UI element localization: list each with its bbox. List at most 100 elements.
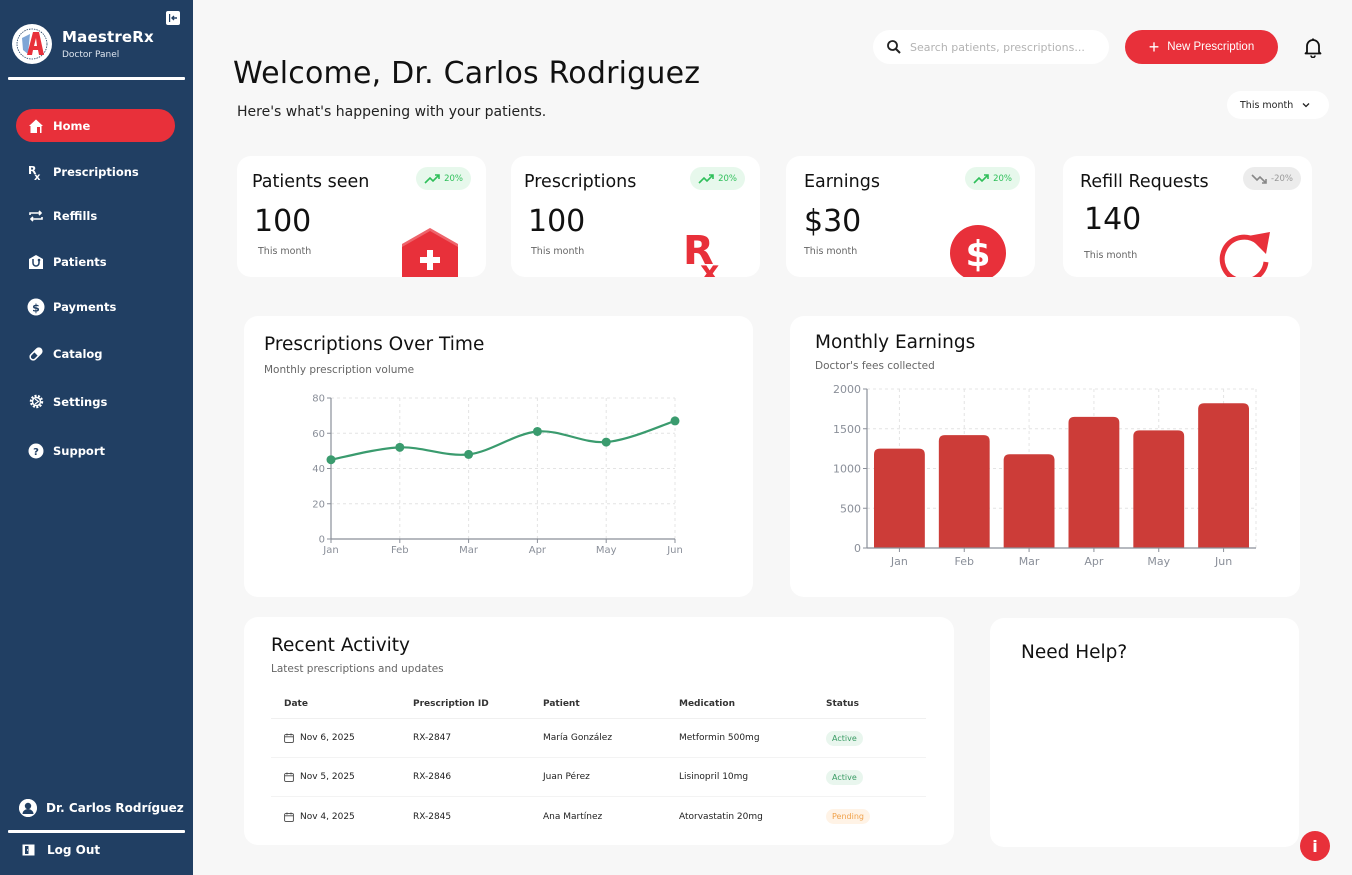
sidebar-item-label: Prescriptions [53,164,139,179]
svg-text:Jan: Jan [890,555,908,568]
new-prescription-button[interactable]: + New Prescription [1125,30,1278,64]
svg-text:Apr: Apr [529,545,547,556]
svg-text:Jan: Jan [322,545,338,556]
logout-button[interactable]: Log Out [22,843,100,857]
table-row[interactable]: Nov 5, 2025 RX-2846 Juan Pérez Lisinopri… [271,758,926,797]
stat-card-patients: Patients seen 20% 100 This month [237,156,486,277]
table-row[interactable]: Nov 4, 2025 RX-2845 Ana Martínez Atorvas… [271,797,926,836]
stat-subtitle: This month [804,246,858,257]
user-name: Dr. Carlos Rodríguez [46,801,184,815]
trend-up-icon [698,173,714,184]
help-card: Need Help? [990,618,1299,847]
search-bar[interactable] [873,30,1109,64]
home-icon [27,117,45,135]
collapse-sidebar-button[interactable] [166,11,180,25]
row-medication: Metformin 500mg [679,733,760,743]
sidebar-item-home[interactable]: Home [16,109,175,142]
avatar-icon [19,799,37,817]
line-chart[interactable]: 0 20 40 60 80 Jan Feb Mar Apr May Jun [244,316,753,597]
svg-text:$: $ [965,234,990,275]
stat-title: Patients seen [252,172,370,192]
column-header-status[interactable]: Status [826,699,859,709]
svg-text:May: May [1147,555,1170,568]
bar-chart[interactable]: 0 500 1000 1500 2000 Jan Feb Mar Apr May Jun [790,316,1300,597]
svg-text:0: 0 [854,542,861,555]
search-icon [887,40,901,54]
logout-icon [22,844,35,856]
svg-text:1000: 1000 [833,463,861,476]
svg-text:500: 500 [840,502,861,515]
stat-subtitle: This month [531,246,585,257]
sidebar-item-label: Patients [53,254,107,269]
clinic-icon [402,228,458,277]
sidebar-item-support[interactable]: ? Support [16,434,175,467]
stat-title: Earnings [804,172,880,192]
stat-value: 100 [254,204,312,239]
stat-card-earnings: Earnings 20% $30 This month $ [786,156,1035,277]
sidebar-item-label: Catalog [53,346,103,361]
status-badge: Active [826,769,863,785]
sidebar-item-payments[interactable]: $ Payments [16,290,175,323]
row-date: Nov 6, 2025 [300,733,355,743]
info-button[interactable]: i [1300,831,1330,861]
column-header-medication[interactable]: Medication [679,699,735,709]
svg-text:Jun: Jun [666,545,683,556]
column-header-date[interactable]: Date [284,699,308,709]
row-patient: Ana Martínez [543,811,603,822]
brand[interactable]: MaestreRx Doctor Panel [12,24,154,64]
search-input[interactable] [910,40,1100,54]
user-profile[interactable]: Dr. Carlos Rodríguez [19,799,184,817]
calendar-icon [284,733,294,743]
row-id: RX-2846 [413,772,452,782]
divider [8,830,185,833]
stat-subtitle: This month [1084,250,1138,261]
sidebar-item-catalog[interactable]: Catalog [16,337,175,370]
sidebar-item-patients[interactable]: Patients [16,245,175,278]
pill-icon [27,345,45,363]
stat-card-refills: Refill Requests -20% 140 This month [1063,156,1312,277]
column-header-id[interactable]: Prescription ID [413,699,489,709]
svg-text:Feb: Feb [391,545,409,556]
earnings-chart-card: Monthly Earnings Doctor's fees collected… [790,316,1300,597]
chart-subtitle: Monthly prescription volume [264,364,415,376]
stat-title: Refill Requests [1080,172,1209,192]
period-dropdown[interactable]: This month [1227,91,1329,119]
notifications-button[interactable] [1302,36,1324,59]
svg-text:$: $ [32,301,40,314]
rx-icon: Rx [683,228,719,277]
row-id: RX-2847 [413,733,452,743]
divider [8,77,185,80]
plus-icon: + [1148,37,1160,57]
table-row[interactable]: Nov 6, 2025 RX-2847 María González Metfo… [271,719,926,758]
trend-up-icon [424,173,440,184]
gear-icon [27,393,45,411]
prescriptions-chart-card: Prescriptions Over Time Monthly prescrip… [244,316,753,597]
svg-text:80: 80 [312,394,325,405]
svg-text:Mar: Mar [459,545,479,556]
sidebar-item-label: Settings [53,394,108,409]
trend-badge: -20% [1243,167,1301,190]
svg-text:x: x [34,172,41,181]
chart-title: Monthly Earnings [815,332,976,353]
svg-text:Feb: Feb [955,555,974,568]
sidebar-item-refills[interactable]: Reffills [16,199,175,232]
status-badge: Active [826,730,863,746]
period-value: This month [1240,99,1294,111]
info-icon: i [1312,836,1318,856]
svg-text:R: R [28,164,37,177]
sidebar-item-settings[interactable]: Settings [16,385,175,418]
calendar-icon [284,772,294,782]
sidebar-item-label: Reffills [53,208,98,223]
chart-subtitle: Doctor's fees collected [815,360,935,372]
svg-text:20: 20 [312,499,325,510]
row-patient: María González [543,733,613,743]
table-header: Date Prescription ID Patient Medication … [271,690,926,719]
stat-title: Prescriptions [524,172,637,192]
column-header-patient[interactable]: Patient [543,699,580,709]
row-date: Nov 5, 2025 [300,772,355,782]
logo-icon [12,24,52,64]
sidebar-item-label: Home [53,118,91,133]
